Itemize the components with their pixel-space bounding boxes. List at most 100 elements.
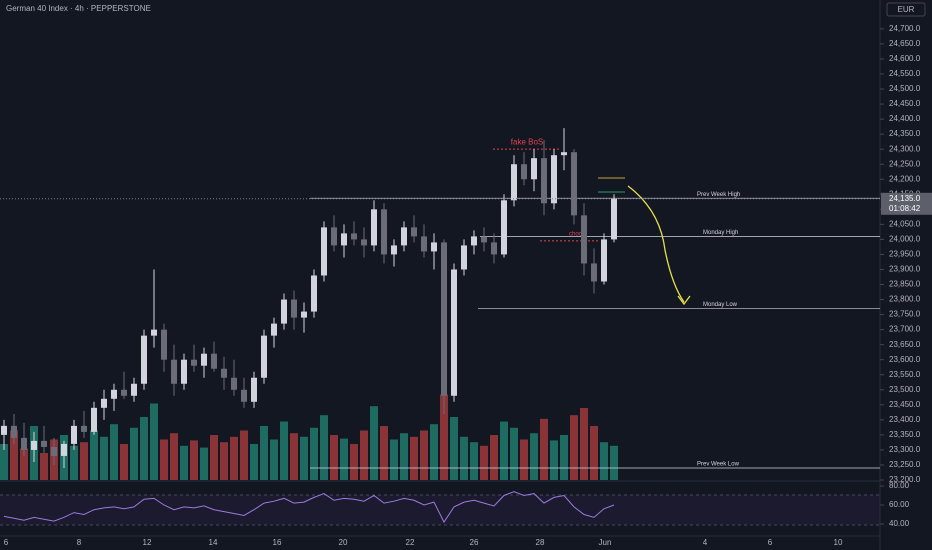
candle-body bbox=[81, 425, 87, 432]
candle-body bbox=[161, 329, 167, 360]
candle-body bbox=[421, 236, 427, 252]
volume-bar bbox=[590, 426, 598, 480]
volume-bar bbox=[330, 435, 338, 480]
y-tick-label: 23,200.0 bbox=[889, 475, 921, 484]
candle-body bbox=[91, 407, 97, 432]
candle-body bbox=[31, 440, 37, 450]
candle-body bbox=[221, 368, 227, 378]
candle-body bbox=[331, 227, 337, 246]
y-tick-label: 24,250.0 bbox=[889, 159, 921, 168]
x-tick-label: 8 bbox=[77, 538, 82, 547]
volume-bar bbox=[470, 442, 478, 480]
volume-bar bbox=[190, 440, 198, 480]
candle-body bbox=[521, 164, 527, 180]
volume-bar bbox=[400, 433, 408, 480]
x-tick-label: 12 bbox=[143, 538, 152, 547]
candle-body bbox=[51, 446, 57, 456]
level-label: Prev Week Low bbox=[697, 462, 740, 468]
x-tick-label: 26 bbox=[470, 538, 479, 547]
candle-body bbox=[451, 269, 457, 396]
y-tick-label: 24,000.0 bbox=[889, 235, 921, 244]
volume-bar bbox=[390, 439, 398, 480]
volume-bar bbox=[460, 436, 468, 480]
candle-body bbox=[301, 311, 307, 318]
volume-bar bbox=[40, 453, 48, 480]
x-tick-label: 16 bbox=[273, 538, 282, 547]
candle-body bbox=[431, 242, 437, 252]
volume-bar bbox=[420, 430, 428, 480]
level-label: Monday Low bbox=[703, 302, 738, 308]
currency-box[interactable] bbox=[886, 2, 926, 17]
y-tick-label: 23,500.0 bbox=[889, 385, 921, 394]
y-tick-label: 24,400.0 bbox=[889, 114, 921, 123]
y-tick-label: 23,400.0 bbox=[889, 415, 921, 424]
candle-body bbox=[291, 299, 297, 318]
volume-bar bbox=[280, 421, 288, 480]
y-tick-label: 23,900.0 bbox=[889, 265, 921, 274]
volume-bar bbox=[360, 430, 368, 480]
price-axis bbox=[880, 0, 932, 550]
candle-body bbox=[501, 200, 507, 255]
volume-bar bbox=[200, 447, 208, 480]
candle-body bbox=[571, 152, 577, 216]
y-tick-label: 24,300.0 bbox=[889, 144, 921, 153]
volume-bar bbox=[410, 436, 418, 480]
volume-bar bbox=[430, 424, 438, 480]
volume-bar bbox=[150, 403, 158, 480]
candle-body bbox=[531, 158, 537, 180]
volume-bar bbox=[490, 435, 498, 480]
volume-bar bbox=[100, 436, 108, 480]
y-tick-label: 24,700.0 bbox=[889, 24, 921, 33]
candle-body bbox=[21, 437, 27, 450]
volume-bar bbox=[380, 426, 388, 480]
candle-body bbox=[131, 383, 137, 396]
candle-body bbox=[41, 440, 47, 447]
currency[interactable]: EUR bbox=[898, 5, 915, 14]
y-tick-label: 23,950.0 bbox=[889, 250, 921, 259]
rsi-line bbox=[3, 491, 615, 524]
volume-bar bbox=[90, 430, 98, 480]
level-label: Monday High bbox=[703, 230, 738, 236]
y-tick-label: 23,800.0 bbox=[889, 295, 921, 304]
candle-body bbox=[341, 233, 347, 246]
volume-bar bbox=[550, 440, 558, 480]
volume-bar bbox=[130, 427, 138, 480]
volume-bar bbox=[220, 442, 228, 480]
volume-bar bbox=[600, 442, 608, 480]
candle-body bbox=[401, 227, 407, 246]
volume-bar bbox=[250, 444, 258, 480]
candle-body bbox=[601, 239, 607, 282]
candle-body bbox=[61, 443, 67, 456]
y-tick-label: 23,450.0 bbox=[889, 400, 921, 409]
candle-body bbox=[181, 359, 187, 384]
candle-body bbox=[411, 227, 417, 237]
y-tick-label: 24,050.0 bbox=[889, 219, 921, 228]
annotation-label: choch bbox=[569, 231, 585, 237]
candle-body bbox=[591, 263, 597, 282]
volume-bar bbox=[230, 436, 238, 480]
candle-body bbox=[231, 377, 237, 390]
y-tick-label: 24,450.0 bbox=[889, 99, 921, 108]
last-price-label: 24,135.0 bbox=[889, 194, 921, 203]
candle-body bbox=[581, 215, 587, 264]
volume-bar bbox=[310, 427, 318, 480]
volume-bar bbox=[480, 445, 488, 480]
candle-body bbox=[261, 335, 267, 378]
candle-body bbox=[271, 323, 277, 336]
rsi-tick-label: 80.00 bbox=[889, 481, 910, 490]
volume-bar bbox=[70, 445, 78, 480]
volume-bar bbox=[110, 424, 118, 480]
candle-body bbox=[281, 299, 287, 324]
candle-body bbox=[551, 155, 557, 204]
volume-bar bbox=[350, 444, 358, 480]
y-tick-label: 24,650.0 bbox=[889, 39, 921, 48]
volume-bar bbox=[80, 442, 88, 480]
x-tick-label: 6 bbox=[768, 538, 773, 547]
candle-body bbox=[311, 275, 317, 312]
candle-body bbox=[561, 152, 567, 156]
x-tick-label: 28 bbox=[536, 538, 545, 547]
candle-body bbox=[111, 389, 117, 399]
candle-body bbox=[171, 359, 177, 384]
volume-bar bbox=[440, 394, 448, 480]
